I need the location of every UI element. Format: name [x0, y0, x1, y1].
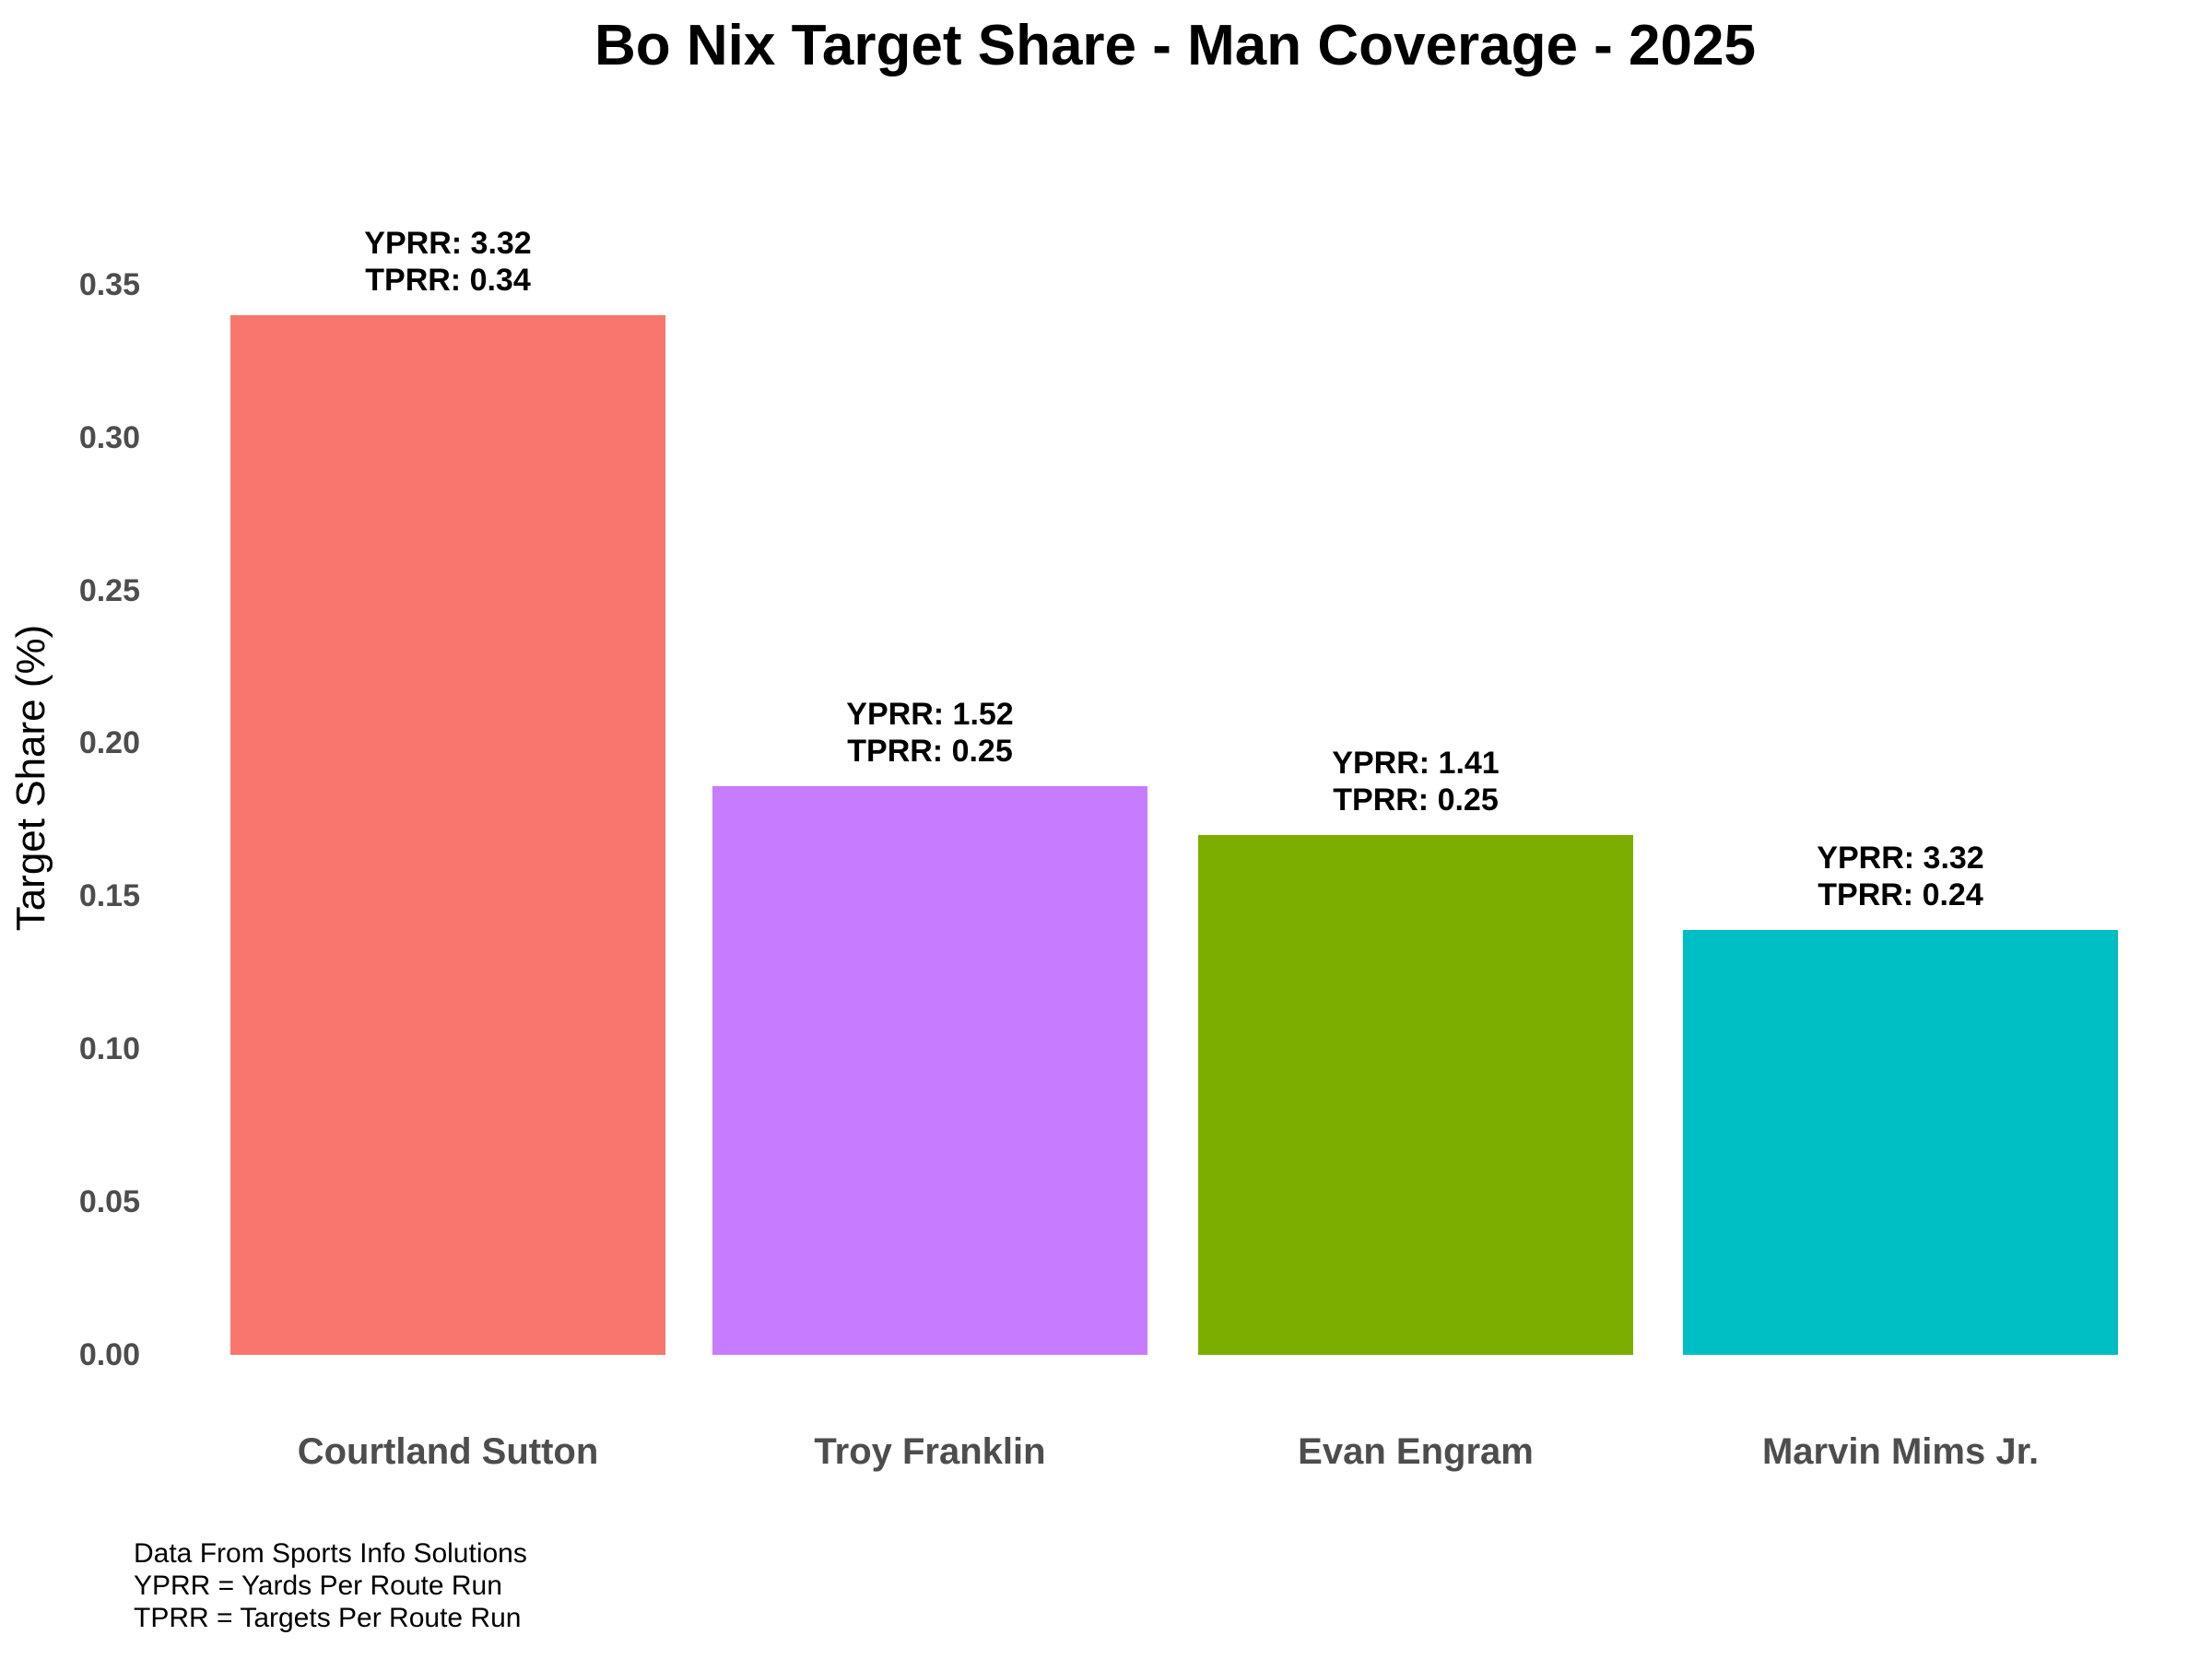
bar-annotation: YPRR: 1.52 TPRR: 0.25	[672, 696, 1188, 770]
x-tick-label: Courtland Sutton	[297, 1431, 599, 1472]
annotation-yprr-line: YPRR: 1.41	[1332, 746, 1500, 781]
footer-yprr-definition: YPRR = Yards Per Route Run	[134, 1571, 502, 1601]
bar-annotation: YPRR: 3.32 TPRR: 0.24	[1642, 840, 2159, 913]
annotation-tprr-line: TPRR: 0.25	[1333, 782, 1499, 818]
x-tick-label: Marvin Mims Jr.	[1761, 1431, 2040, 1472]
annotation-tprr-line: TPRR: 0.25	[847, 734, 1013, 769]
bar-1	[230, 315, 665, 1355]
y-tick-label: 0.25	[78, 572, 140, 608]
chart-title: Bo Nix Target Share - Man Coverage - 202…	[594, 14, 1756, 77]
x-tick-label: Evan Engram	[1298, 1431, 1534, 1472]
y-tick-label: 0.10	[78, 1031, 140, 1067]
footer-tprr-definition: TPRR = Targets Per Route Run	[134, 1603, 522, 1633]
bar-2	[712, 786, 1147, 1355]
annotation-tprr-line: TPRR: 0.34	[365, 263, 531, 298]
footer-notes: Data From Sports Info Solutions YPRR = Y…	[134, 1537, 527, 1634]
annotation-tprr-line: TPRR: 0.24	[1818, 877, 1983, 912]
y-tick-label: 0.20	[78, 725, 140, 761]
y-tick-label: 0.30	[78, 419, 140, 455]
x-tick-label: Troy Franklin	[814, 1431, 1046, 1472]
y-tick-label: 0.35	[78, 266, 140, 302]
bar-annotation: YPRR: 1.41 TPRR: 0.25	[1158, 745, 1674, 818]
y-tick-label: 0.15	[78, 878, 140, 914]
annotation-yprr-line: YPRR: 1.52	[846, 697, 1014, 732]
footer-source-line: Data From Sports Info Solutions	[134, 1538, 527, 1569]
annotation-yprr-line: YPRR: 3.32	[364, 226, 532, 261]
annotation-yprr-line: YPRR: 3.32	[1817, 841, 1984, 876]
y-tick-label: 0.00	[78, 1337, 140, 1372]
bar-3	[1198, 835, 1633, 1355]
bar-4	[1683, 930, 2118, 1355]
y-tick-label: 0.05	[78, 1184, 140, 1220]
bar-annotation: YPRR: 3.32 TPRR: 0.34	[190, 225, 706, 299]
